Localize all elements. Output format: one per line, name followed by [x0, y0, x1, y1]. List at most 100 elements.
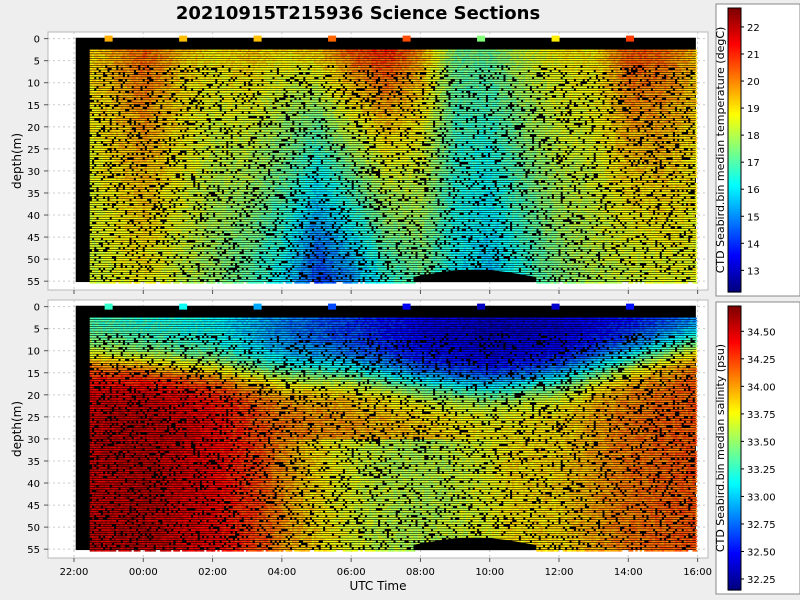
heatmap-cell [107, 107, 109, 109]
heatmap-cell [158, 215, 160, 217]
heatmap-cell [94, 66, 96, 68]
heatmap-cell [116, 75, 118, 77]
heatmap-cell [129, 77, 131, 79]
heatmap-cell [90, 266, 92, 268]
heatmap-cell [145, 192, 147, 194]
heatmap-cell [103, 151, 105, 153]
heatmap-cell [110, 266, 112, 268]
heatmap-cell [103, 201, 105, 203]
heatmap-cell [114, 188, 116, 190]
heatmap-cell [138, 266, 140, 268]
heatmap-cell [143, 93, 145, 95]
heatmap-cell [123, 100, 125, 102]
heatmap-cell [127, 247, 129, 249]
heatmap-cell [123, 54, 125, 56]
heatmap-cell [151, 160, 153, 162]
heatmap-cell [143, 89, 145, 91]
heatmap-cell [154, 222, 156, 224]
heatmap-cell [123, 266, 125, 268]
heatmap-cell [167, 57, 169, 59]
heatmap-cell [103, 155, 105, 157]
heatmap-cell [121, 116, 123, 118]
heatmap-cell [112, 160, 114, 162]
heatmap-cell [167, 135, 169, 137]
heatmap-cell [92, 195, 94, 197]
heatmap-cell [134, 172, 136, 174]
heatmap-cell [165, 158, 167, 160]
heatmap-cell [99, 160, 101, 162]
heatmap-cell [160, 61, 162, 63]
heatmap-cell [145, 96, 147, 98]
heatmap-cell [160, 197, 162, 199]
heatmap-cell [147, 250, 149, 252]
heatmap-cell [167, 98, 169, 100]
heatmap-cell [145, 257, 147, 259]
heatmap-cell [154, 57, 156, 59]
heatmap-cell [156, 155, 158, 157]
heatmap-cell [125, 250, 127, 252]
heatmap-cell [94, 153, 96, 155]
heatmap-cell [158, 75, 160, 77]
heatmap-cell [125, 151, 127, 153]
heatmap-cell [101, 174, 103, 176]
heatmap-cell [162, 275, 164, 277]
heatmap-cell [118, 254, 120, 256]
heatmap-cell [149, 142, 151, 144]
heatmap-cell [94, 252, 96, 254]
heatmap-cell [107, 220, 109, 222]
heatmap-cell [149, 282, 151, 284]
heatmap-cell [116, 280, 118, 282]
heatmap-cell [105, 132, 107, 134]
heatmap-cell [158, 176, 160, 178]
heatmap-cell [92, 153, 94, 155]
heatmap-cell [110, 103, 112, 105]
heatmap-cell [116, 266, 118, 268]
figure-title: 20210915T215936 Science Sections [176, 3, 540, 24]
heatmap-cell [123, 245, 125, 247]
heatmap-cell [112, 151, 114, 153]
heatmap-cell [116, 130, 118, 132]
heatmap-cell [167, 208, 169, 210]
heatmap-cell [99, 174, 101, 176]
heatmap-cell [149, 220, 151, 222]
heatmap-cell [127, 155, 129, 157]
heatmap-cell [90, 130, 92, 132]
heatmap-cell [149, 190, 151, 192]
heatmap-cell [116, 264, 118, 266]
heatmap-cell [105, 146, 107, 148]
heatmap-cell [123, 273, 125, 275]
heatmap-cell [147, 109, 149, 111]
heatmap-cell [90, 162, 92, 164]
heatmap-cell [121, 195, 123, 197]
heatmap-cell [162, 54, 164, 56]
heatmap-cell [169, 146, 171, 148]
heatmap-cell [162, 63, 164, 65]
heatmap-cell [127, 241, 129, 243]
heatmap-cell [145, 91, 147, 93]
heatmap-cell [149, 89, 151, 91]
heatmap-cell [138, 91, 140, 93]
heatmap-cell [165, 126, 167, 128]
heatmap-cell [143, 195, 145, 197]
heatmap-cell [127, 270, 129, 272]
heatmap-cell [123, 254, 125, 256]
heatmap-cell [118, 93, 120, 95]
heatmap-cell [147, 277, 149, 279]
heatmap-cell [160, 273, 162, 275]
heatmap-cell [158, 206, 160, 208]
heatmap-cell [143, 197, 145, 199]
heatmap-cell [165, 52, 167, 54]
heatmap-cell [105, 176, 107, 178]
heatmap-cell [99, 275, 101, 277]
heatmap-cell [112, 167, 114, 169]
heatmap-cell [96, 206, 98, 208]
heatmap-cell [129, 153, 131, 155]
heatmap-cell [143, 61, 145, 63]
heatmap-cell [112, 119, 114, 121]
heatmap-cell [105, 206, 107, 208]
heatmap-cell [123, 86, 125, 88]
heatmap-cell [149, 149, 151, 151]
heatmap-cell [116, 243, 118, 245]
heatmap-cell [154, 126, 156, 128]
heatmap-cell [121, 268, 123, 270]
